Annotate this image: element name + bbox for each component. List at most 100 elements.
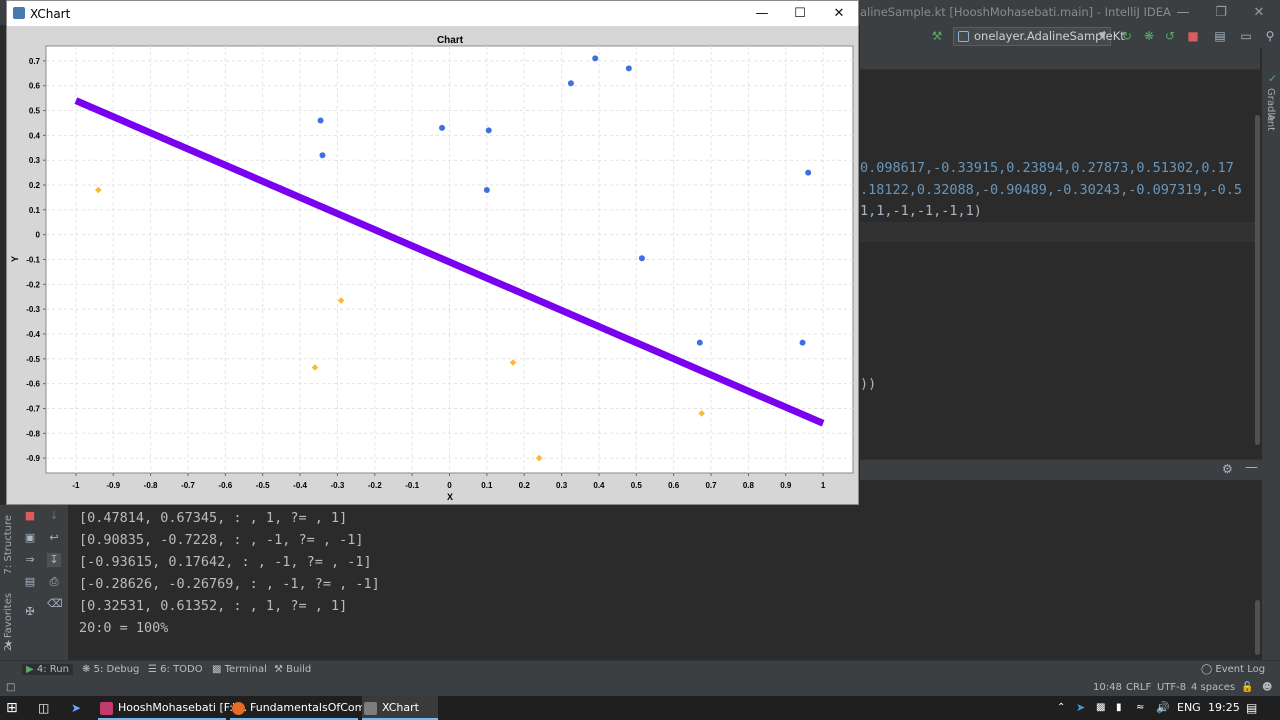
data-point-class-1 — [799, 339, 806, 346]
code-line: 1,1,-1,-1,-1,1) — [860, 203, 982, 219]
x-tick-label: -0.9 — [106, 481, 120, 490]
console-line: [0.47814, 0.67345, : , 1, ?= , 1] — [79, 510, 348, 526]
y-axis-ticks: 0.7 0.6 0.5 0.4 0.3 0.2 0.1 0 -0.1 -0.2 -0.3 -0.4 -0… — [26, 57, 46, 463]
x-tick-label: -0.4 — [293, 481, 307, 490]
layout-icon[interactable]: ▤ — [24, 575, 36, 588]
trash-icon[interactable]: ⌫ — [47, 597, 63, 610]
scroll-to-end-icon[interactable]: ↧ — [47, 553, 61, 567]
list-icon: ☰ — [148, 664, 157, 675]
y-axis-label: Y — [10, 256, 20, 262]
structure-tab[interactable]: 7: Structure — [3, 515, 14, 575]
console-line: [-0.28626, -0.26769, : , -1, ?= , -1] — [79, 576, 380, 592]
caret-position[interactable]: 10:48 — [1093, 682, 1122, 693]
maximize-icon[interactable]: ☐ — [794, 6, 806, 21]
minimize-icon[interactable]: — — [755, 6, 769, 21]
task-view-icon[interactable]: ◫ — [38, 701, 50, 715]
coverage-icon[interactable]: ↺ — [1164, 29, 1176, 43]
intellij-icon — [100, 702, 113, 715]
rerun-icon[interactable]: ↻ — [1121, 29, 1133, 43]
console-scrollbar[interactable] — [1255, 600, 1260, 655]
project-structure-icon[interactable]: ▤ — [1214, 29, 1226, 43]
search-icon[interactable]: ⚲ — [1265, 29, 1275, 43]
chevron-down-icon: ▼ — [1099, 31, 1106, 41]
panel-toggle-icon[interactable]: □ — [6, 682, 16, 693]
chevron-up-icon[interactable]: ⌃ — [1057, 702, 1066, 713]
close-icon[interactable]: ✕ — [833, 6, 845, 21]
data-point-class-neg1 — [337, 297, 345, 304]
print-icon[interactable]: ⎙ — [49, 575, 59, 588]
hide-panel-icon[interactable]: — — [1245, 460, 1258, 475]
data-point-class-1 — [319, 152, 326, 159]
x-tick-label: -0.6 — [218, 481, 232, 490]
debug-bug-icon[interactable]: ❋ — [1143, 29, 1155, 43]
x-tick-label: 1 — [821, 481, 826, 490]
file-encoding[interactable]: UTF-8 — [1157, 682, 1187, 693]
x-tick-label: 0.6 — [668, 481, 680, 490]
editor-scrollbar[interactable] — [1255, 115, 1260, 445]
run-config-label: onelayer.AdalineSampleKt — [974, 29, 1125, 43]
clock[interactable]: 19:25 — [1208, 701, 1240, 714]
star-icon: ★ — [4, 639, 13, 650]
pinned-app-icon[interactable]: ➤ — [71, 701, 82, 715]
taskbar-app-intellij[interactable]: HooshMohasebati [F:\... — [98, 696, 247, 720]
volume-icon[interactable]: 🔊 — [1156, 701, 1170, 714]
data-point-class-1 — [625, 65, 632, 72]
java-app-icon — [13, 7, 25, 19]
soft-wrap-icon[interactable]: ↩ — [49, 531, 59, 544]
console-line: [0.32531, 0.61352, : , 1, ?= , 1] — [79, 598, 348, 614]
terminal-tab[interactable]: ▩ Terminal — [212, 664, 267, 675]
camera-icon[interactable]: ▣ — [24, 531, 36, 544]
code-line: .18122,0.32088,-0.90489,-0.30243,-0.0973… — [860, 182, 1243, 198]
battery-icon[interactable]: ▮ — [1116, 702, 1122, 713]
indent-setting[interactable]: 4 spaces — [1191, 682, 1236, 693]
event-log-tab[interactable]: ◯ Event Log — [1201, 664, 1266, 675]
stop-icon[interactable]: ■ — [24, 509, 36, 522]
network-icon[interactable]: ▩ — [1096, 702, 1106, 713]
data-point-class-neg1 — [535, 454, 543, 462]
language-indicator[interactable]: ENG — [1177, 701, 1201, 714]
ide-close-icon[interactable]: ✕ — [1253, 5, 1265, 20]
ide-minimize-icon[interactable]: — — [1176, 5, 1190, 20]
build-tab[interactable]: ⚒ Build — [274, 664, 312, 675]
down-arrow-icon[interactable]: ↓ — [49, 509, 59, 522]
y-tick-label: -0.5 — [26, 355, 40, 364]
hammer-icon: ⚒ — [274, 664, 283, 675]
line-separator[interactable]: CRLF — [1126, 682, 1152, 693]
telegram-icon[interactable]: ➤ — [1076, 701, 1086, 714]
taskbar-app-firefox[interactable]: FundamentalsOfCom... — [230, 696, 376, 720]
data-point-class-neg1 — [509, 359, 517, 366]
debug-tab[interactable]: ❋ 5: Debug — [82, 664, 140, 675]
event-log-icon: ◯ — [1201, 664, 1213, 675]
stop-icon[interactable]: ■ — [1187, 29, 1199, 43]
login-icon[interactable]: ⇒ — [25, 553, 35, 566]
xchart-titlebar[interactable]: XChart — ☐ ✕ — [7, 1, 858, 26]
taskbar-app-xchart[interactable]: XChart — [362, 696, 438, 720]
ant-tab[interactable]: Ant — [1265, 114, 1276, 132]
x-tick-label: -0.1 — [405, 481, 419, 490]
y-tick-label: 0.6 — [29, 82, 41, 91]
todo-tab[interactable]: ☰ 6: TODO — [148, 664, 203, 675]
y-tick-label: -0.9 — [26, 454, 40, 463]
code-line: 0.098617,-0.33915,0.23894,0.27873,0.5130… — [860, 160, 1234, 176]
firefox-icon — [232, 702, 245, 715]
run-console[interactable] — [18, 480, 1262, 660]
build-hammer-icon[interactable]: ⚒ — [931, 29, 943, 43]
pin-icon[interactable]: ✠ — [25, 605, 35, 618]
x-tick-label: 0.8 — [743, 481, 755, 490]
gradle-tab[interactable]: Gradle — [1265, 88, 1276, 122]
code-editor[interactable] — [860, 70, 1254, 455]
ide-restore-icon[interactable]: ❐ — [1215, 5, 1227, 20]
data-point-class-1 — [485, 127, 492, 134]
notification-icon[interactable]: ▤ — [1246, 701, 1258, 715]
x-tick-label: -0.2 — [368, 481, 382, 490]
layout-icon[interactable]: ▭ — [1240, 29, 1252, 43]
gear-icon[interactable]: ⚙ — [1222, 462, 1233, 476]
lock-icon[interactable]: 🔓 — [1241, 682, 1254, 693]
run-config-dropdown[interactable]: onelayer.AdalineSampleKt ▼ — [953, 27, 1125, 46]
inspector-icon[interactable]: ☻ — [1262, 682, 1273, 693]
wifi-icon[interactable]: ≈ — [1136, 702, 1145, 713]
left-tool-strip: 7: Structure 2: Favorites ★ — [0, 505, 18, 660]
run-tab[interactable]: ▶ 4: Run — [22, 664, 73, 675]
x-tick-label: 0.7 — [705, 481, 717, 490]
windows-start-icon[interactable]: ⊞ — [6, 700, 18, 716]
